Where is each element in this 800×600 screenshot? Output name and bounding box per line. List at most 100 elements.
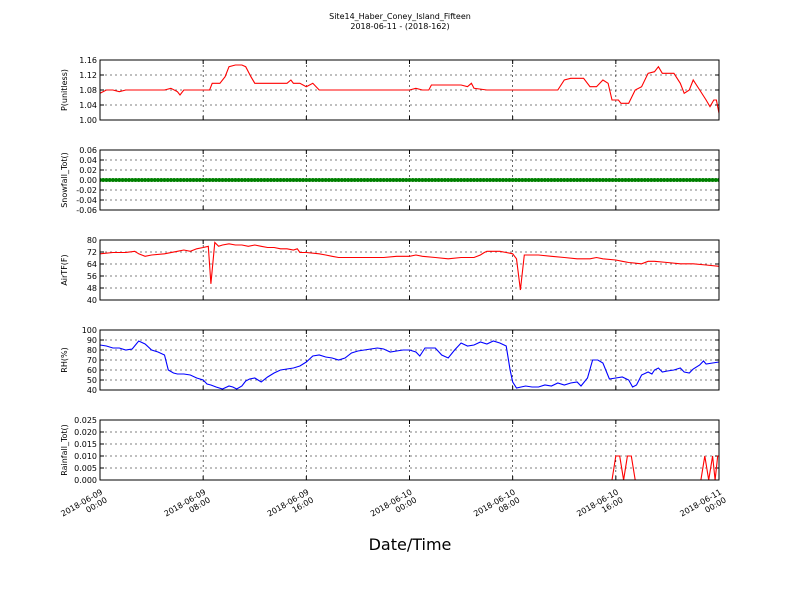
data-point bbox=[252, 178, 257, 182]
data-point bbox=[394, 178, 399, 182]
y-axis-label: P(unitless) bbox=[60, 69, 69, 111]
plot-frame bbox=[99, 59, 720, 121]
y-tick-label: -0.04 bbox=[76, 196, 97, 205]
data-point bbox=[384, 178, 389, 182]
data-point bbox=[246, 178, 251, 182]
x-axis-label: Date/Time bbox=[369, 535, 452, 554]
y-axis-label: Snowfall_Tot() bbox=[60, 152, 69, 208]
data-point bbox=[488, 178, 493, 182]
y-axis-label: Rainfall_Tot() bbox=[60, 424, 69, 476]
data-point bbox=[223, 178, 228, 182]
data-point bbox=[143, 178, 148, 182]
data-point bbox=[533, 178, 538, 182]
data-point bbox=[662, 178, 667, 182]
y-tick-label: -0.06 bbox=[76, 206, 97, 215]
y-tick-label: 80 bbox=[87, 236, 97, 245]
data-point bbox=[691, 178, 696, 182]
data-point bbox=[284, 178, 289, 182]
data-point bbox=[610, 178, 615, 182]
data-point bbox=[210, 178, 215, 182]
data-point bbox=[652, 178, 657, 182]
data-point bbox=[484, 178, 489, 182]
y-axis-label: AirTF(F) bbox=[60, 254, 69, 285]
data-point bbox=[462, 178, 467, 182]
data-point bbox=[623, 178, 628, 182]
data-point bbox=[413, 178, 418, 182]
data-point bbox=[355, 178, 360, 182]
data-point bbox=[584, 178, 589, 182]
data-point bbox=[288, 178, 293, 182]
data-point bbox=[700, 178, 705, 182]
chart-subtitle: 2018-06-11 - (2018-162) bbox=[350, 22, 449, 31]
data-point bbox=[646, 178, 651, 182]
data-point bbox=[588, 178, 593, 182]
data-point bbox=[156, 178, 161, 182]
data-point bbox=[707, 178, 712, 182]
y-tick-label: 0.06 bbox=[79, 146, 97, 155]
data-point bbox=[259, 178, 264, 182]
data-point bbox=[468, 178, 473, 182]
y-tick-label: 0.015 bbox=[74, 440, 97, 449]
data-point bbox=[575, 178, 580, 182]
data-point bbox=[320, 178, 325, 182]
y-tick-label: 0.00 bbox=[79, 176, 97, 185]
x-tick-label: 2018-06-0908:00 bbox=[163, 487, 212, 526]
data-point bbox=[517, 178, 522, 182]
data-point bbox=[513, 178, 518, 182]
data-point bbox=[104, 178, 109, 182]
data-point bbox=[459, 178, 464, 182]
y-tick-label: 60 bbox=[87, 366, 97, 375]
data-point bbox=[642, 178, 647, 182]
series-line bbox=[100, 64, 719, 114]
data-point bbox=[446, 178, 451, 182]
data-point bbox=[181, 178, 186, 182]
y-tick-label: 90 bbox=[87, 336, 97, 345]
y-tick-label: 1.08 bbox=[79, 86, 97, 95]
data-point bbox=[381, 178, 386, 182]
chart-title: Site14_Haber_Coney_Island_Fifteen bbox=[329, 12, 471, 21]
y-tick-label: 1.00 bbox=[79, 116, 97, 125]
data-point bbox=[178, 178, 183, 182]
data-point bbox=[191, 178, 196, 182]
plot-frame bbox=[99, 329, 720, 391]
data-point bbox=[333, 178, 338, 182]
data-point bbox=[194, 178, 199, 182]
series-line bbox=[100, 455, 719, 480]
data-point bbox=[542, 178, 547, 182]
x-tick-label: 2018-06-1100:00 bbox=[678, 487, 727, 526]
y-tick-label: 80 bbox=[87, 346, 97, 355]
x-axis-ticks: 2018-06-0900:00 2018-06-0908:00 2018-06-09… bbox=[59, 487, 727, 526]
series-line bbox=[100, 241, 719, 291]
data-point bbox=[281, 178, 286, 182]
data-point bbox=[265, 178, 270, 182]
y-tick-label: 100 bbox=[82, 326, 97, 335]
data-point bbox=[275, 178, 280, 182]
x-tick-label: 2018-06-0900:00 bbox=[59, 487, 108, 526]
data-point bbox=[510, 178, 515, 182]
data-point bbox=[323, 178, 328, 182]
data-point bbox=[649, 178, 654, 182]
data-point bbox=[426, 178, 431, 182]
data-point bbox=[346, 178, 351, 182]
data-point bbox=[481, 178, 486, 182]
data-point bbox=[407, 178, 412, 182]
data-point bbox=[236, 178, 241, 182]
data-point bbox=[226, 178, 231, 182]
y-tick-label: 0.010 bbox=[74, 452, 97, 461]
data-point bbox=[146, 178, 151, 182]
subplot-5: 0.000 0.005 0.010 0.015 0.020 0.025 Rainfall_T… bbox=[60, 416, 720, 485]
data-point bbox=[401, 178, 406, 182]
data-point bbox=[101, 178, 106, 182]
x-tick-label: 2018-06-0916:00 bbox=[266, 487, 315, 526]
data-point bbox=[120, 178, 125, 182]
data-point bbox=[239, 178, 244, 182]
y-tick-label: 56 bbox=[87, 272, 97, 281]
data-point bbox=[433, 178, 438, 182]
data-point bbox=[523, 178, 528, 182]
data-point bbox=[600, 178, 605, 182]
data-point bbox=[675, 178, 680, 182]
subplots: 1.001.041.081.121.16P(unitless)-0.06-0.0… bbox=[60, 56, 720, 485]
data-point bbox=[388, 178, 393, 182]
